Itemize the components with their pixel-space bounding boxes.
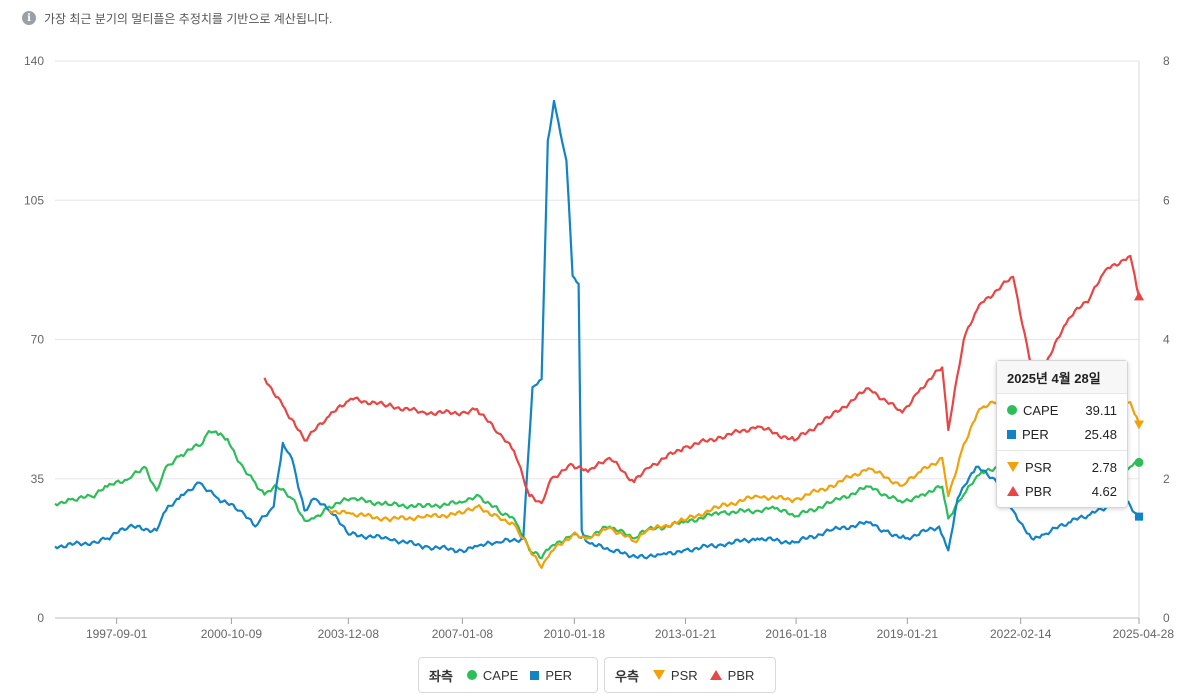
y-right-tick-label: 4 xyxy=(1163,333,1170,347)
end-marker-pbr xyxy=(1134,291,1144,301)
info-note: i 가장 최근 분기의 멀티플은 추정치를 기반으로 계산됩니다. xyxy=(22,9,332,27)
circle-marker-icon xyxy=(1007,405,1017,415)
triangle-marker-icon xyxy=(709,670,722,680)
x-tick-label: 2025-04-28 xyxy=(1113,627,1175,641)
square-marker-icon xyxy=(1007,429,1016,439)
x-tick-label: 2000-10-09 xyxy=(201,627,263,641)
x-tick-label: 2019-01-21 xyxy=(877,627,939,641)
series-line-pbr xyxy=(263,254,1141,505)
end-marker-per xyxy=(1135,512,1143,521)
tooltip-series-value: 2.78 xyxy=(1091,459,1117,475)
series-lines xyxy=(54,99,1141,570)
legend-left: 좌측 CAPE PER xyxy=(418,657,598,693)
tooltip-series-value: 25.48 xyxy=(1084,426,1117,442)
y-axis-right: 0 2 4 6 8 xyxy=(1163,54,1170,625)
legend-left-title: 좌측 xyxy=(429,668,453,684)
y-left-tick-label: 35 xyxy=(31,472,45,486)
legend-item-per[interactable]: PER xyxy=(530,668,572,683)
info-note-text: 가장 최근 분기의 멀티플은 추정치를 기반으로 계산됩니다. xyxy=(44,11,333,26)
hover-tooltip: 2025년 4월 28일 CAPE 39.11 PER 25.48 PSR 2.78 PB… xyxy=(996,360,1128,508)
tooltip-series-value: 4.62 xyxy=(1091,483,1117,499)
triangle-marker-icon xyxy=(1007,462,1019,472)
end-markers xyxy=(1134,291,1144,521)
legend-item-cape[interactable]: CAPE xyxy=(466,667,519,683)
tooltip-right-group: PSR 2.78 PBR 4.62 xyxy=(997,450,1127,507)
legend-item-label: PBR xyxy=(727,667,755,683)
y-left-tick-label: 105 xyxy=(24,193,44,207)
end-marker-psr xyxy=(1134,420,1144,430)
series-line-cape xyxy=(54,429,1140,560)
tooltip-row-psr: PSR 2.78 xyxy=(1007,455,1117,479)
triangle-marker-icon xyxy=(1007,486,1019,496)
circle-marker-icon xyxy=(466,670,477,680)
x-tick-label: 2013-01-21 xyxy=(655,627,717,641)
tooltip-series-name: PSR xyxy=(1025,459,1052,475)
tooltip-row-pbr: PBR 4.62 xyxy=(1007,479,1117,503)
y-right-tick-label: 0 xyxy=(1163,611,1170,625)
y-right-tick-label: 8 xyxy=(1163,54,1170,68)
y-left-tick-label: 0 xyxy=(37,611,44,625)
triangle-marker-icon xyxy=(652,670,665,680)
info-icon: i xyxy=(22,11,36,25)
x-tick-label: 2007-01-08 xyxy=(432,627,494,641)
x-tick-label: 2016-01-18 xyxy=(765,627,827,641)
legend-item-label: CAPE xyxy=(482,667,519,683)
y-left-tick-label: 140 xyxy=(24,54,44,68)
tooltip-series-name: CAPE xyxy=(1023,402,1059,418)
series-line-per xyxy=(54,99,1140,560)
grid-lines xyxy=(55,60,1139,619)
x-tick-label: 2010-01-18 xyxy=(544,627,606,641)
y-right-tick-label: 2 xyxy=(1163,472,1170,486)
tooltip-date: 2025년 4월 28일 xyxy=(997,361,1127,394)
y-right-tick-label: 6 xyxy=(1163,193,1170,207)
tooltip-series-name: PER xyxy=(1022,426,1049,442)
square-marker-icon xyxy=(530,670,540,680)
y-axis-left: 0 35 70 105 140 xyxy=(24,54,44,625)
legend-item-label: PER xyxy=(545,667,573,683)
x-tick-label: 2022-02-14 xyxy=(990,627,1052,641)
multiples-chart[interactable]: 0 35 70 105 140 0 2 4 6 8 1997-09-01 2000-10-09 20… xyxy=(0,0,1189,655)
legend-item-psr[interactable]: PSR xyxy=(652,667,698,683)
end-marker-cape xyxy=(1134,457,1144,467)
legend-item-label: PSR xyxy=(670,667,698,683)
x-tick-label: 1997-09-01 xyxy=(86,627,148,641)
x-axis: 1997-09-01 2000-10-09 2003-12-08 2007-01-08… xyxy=(86,61,1174,641)
legend-right-title: 우측 xyxy=(615,668,639,684)
tooltip-left-group: CAPE 39.11 PER 25.48 xyxy=(997,394,1127,450)
tooltip-series-name: PBR xyxy=(1025,483,1052,499)
legend-right: 우측 PSR PBR xyxy=(604,657,776,693)
tooltip-row-per: PER 25.48 xyxy=(1007,422,1117,446)
x-tick-label: 2003-12-08 xyxy=(318,627,380,641)
tooltip-series-value: 39.11 xyxy=(1085,402,1117,418)
tooltip-row-cape: CAPE 39.11 xyxy=(1007,398,1117,422)
y-left-tick-label: 70 xyxy=(31,333,45,347)
legend-item-pbr[interactable]: PBR xyxy=(709,667,755,683)
